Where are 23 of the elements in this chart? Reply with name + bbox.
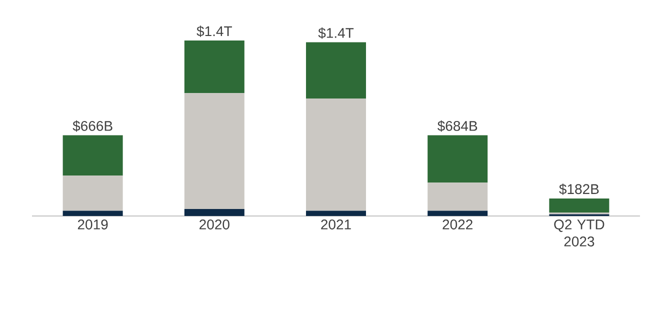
- bar: [184, 208, 244, 216]
- bar: [428, 135, 488, 183]
- bar: [306, 42, 366, 98]
- bar: [184, 40, 244, 94]
- x-tick-label: Q2 YTD 2023: [554, 220, 604, 246]
- bar: [306, 98, 366, 211]
- x-tick-label: 2020: [200, 220, 230, 230]
- bar: [549, 198, 610, 212]
- bar: [62, 176, 123, 211]
- annotation: $182B: [559, 184, 599, 195]
- bar: [184, 93, 244, 209]
- annotation: $666B: [72, 120, 112, 132]
- x-tick-label: 2022: [442, 220, 472, 230]
- bar: [62, 210, 123, 216]
- bar: [428, 210, 488, 216]
- x-tick-label: 2021: [321, 220, 351, 230]
- annotation: $1.4T: [318, 27, 354, 39]
- bar: [306, 210, 366, 216]
- bar: [62, 135, 123, 176]
- x-tick-label: 2019: [78, 220, 108, 230]
- annotation: $1.4T: [196, 26, 232, 38]
- bar: [428, 182, 488, 211]
- annotation: $684B: [438, 120, 478, 132]
